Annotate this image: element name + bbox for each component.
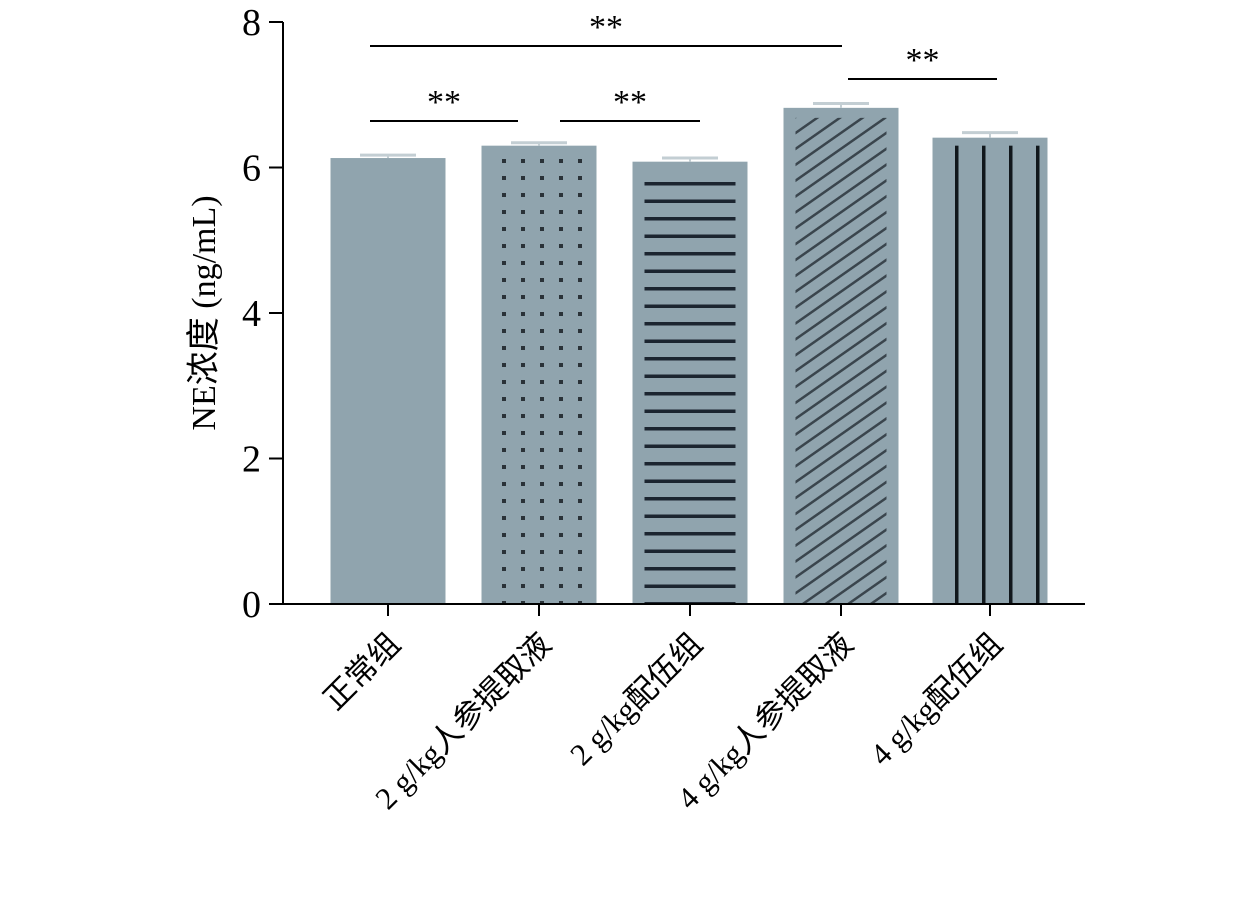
- y-tick-label-2: 2: [242, 439, 261, 481]
- y-tick-label-8: 8: [242, 2, 261, 44]
- bar-pattern-2: [644, 171, 736, 604]
- y-axis-label: NE浓度 (ng/mL): [185, 195, 223, 430]
- significance-label-3: **: [906, 42, 940, 79]
- bar-pattern-1: [493, 155, 585, 605]
- bar-0: [330, 158, 446, 605]
- x-tick-label-0: 正常组: [316, 626, 407, 717]
- x-tick-label-4: 4 g/kg配伍组: [863, 626, 1009, 772]
- significance-label-0: **: [589, 9, 623, 46]
- bar-pattern-4: [932, 145, 1048, 605]
- bar-pattern-3: [795, 117, 887, 604]
- y-tick-label-6: 6: [242, 148, 261, 190]
- y-tick-label-0: 0: [242, 584, 261, 626]
- y-tick-label-4: 4: [242, 293, 261, 335]
- x-tick-label-2: 2 g/kg配伍组: [563, 626, 709, 772]
- significance-label-2: **: [613, 84, 647, 121]
- significance-label-1: **: [427, 84, 461, 121]
